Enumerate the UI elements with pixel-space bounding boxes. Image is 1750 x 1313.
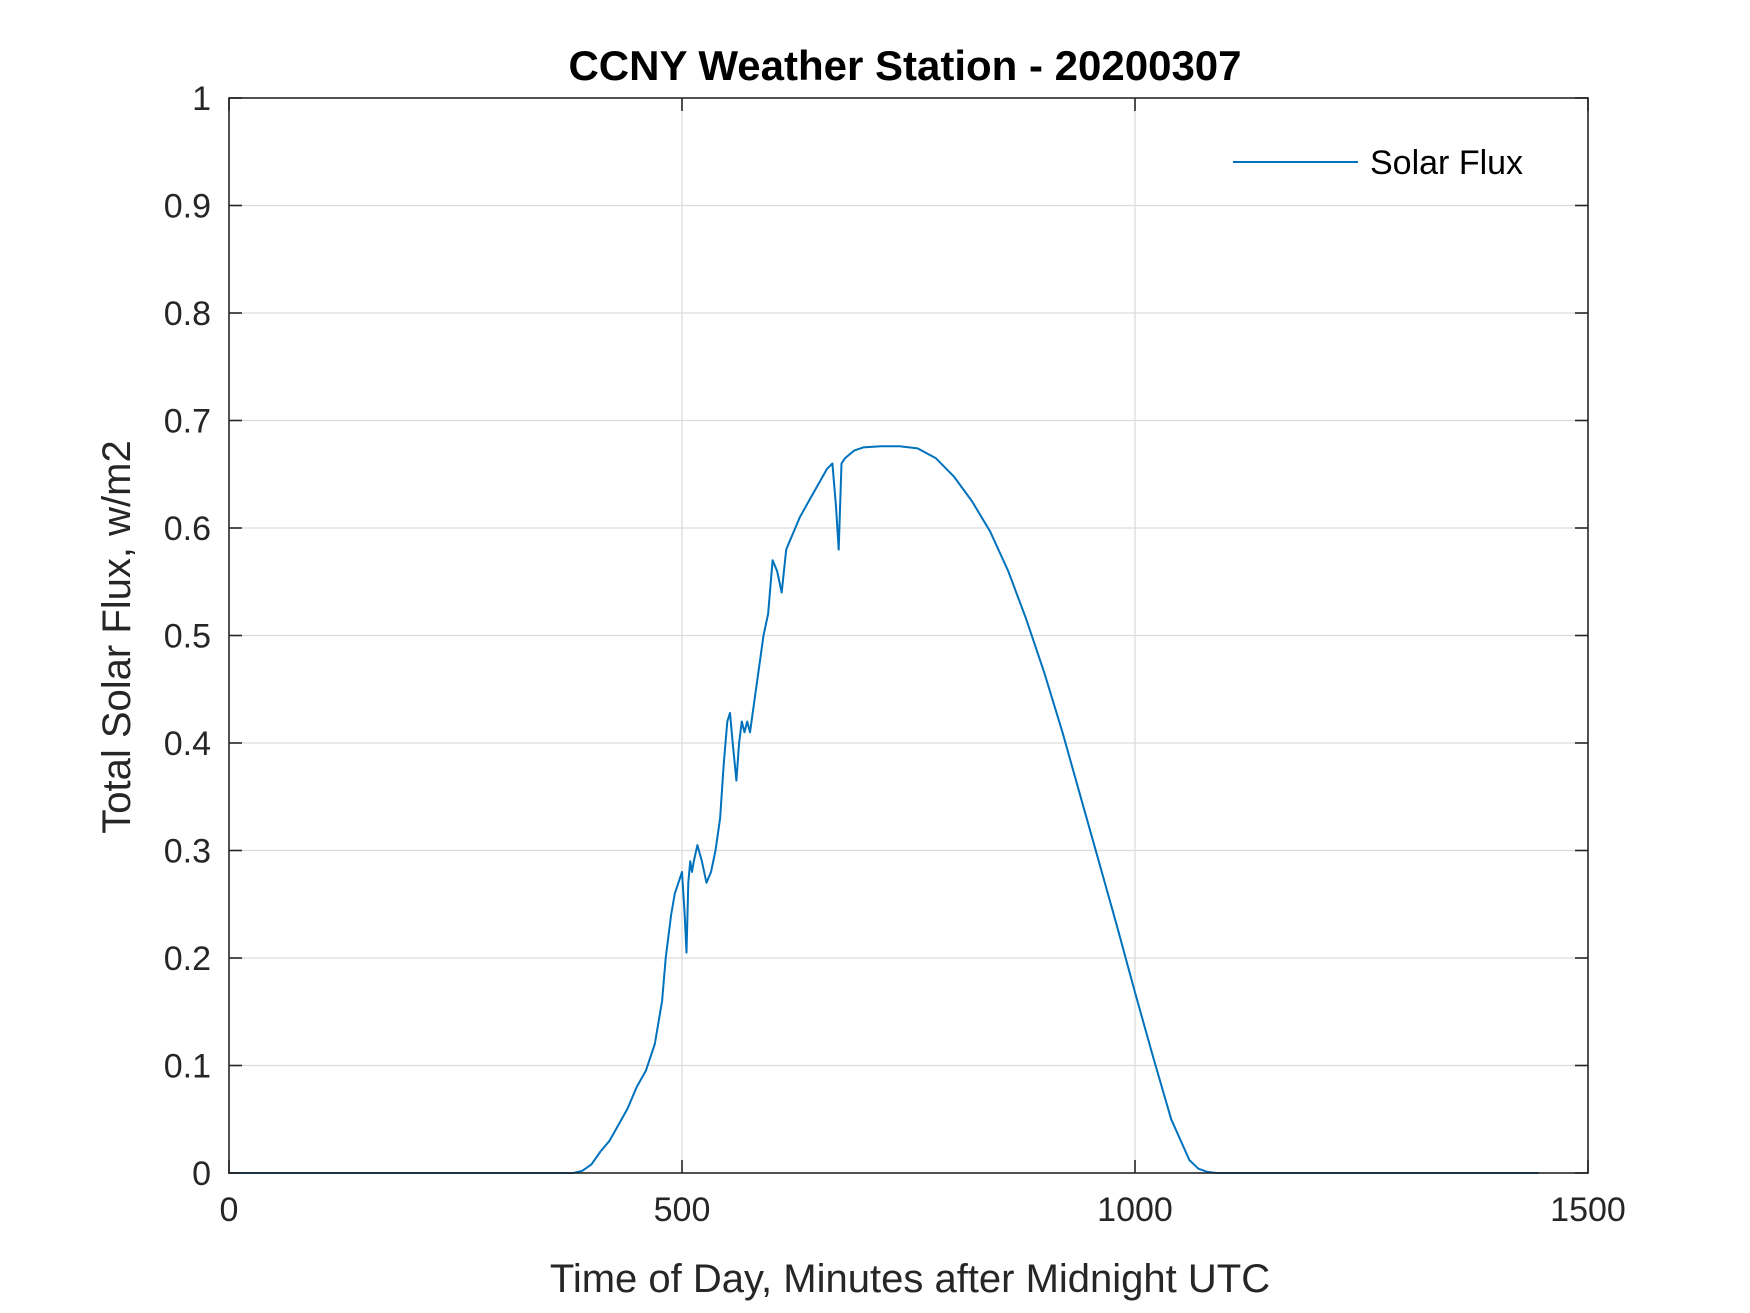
x-tick-label: 1500	[1550, 1191, 1626, 1229]
y-tick-label: 0.8	[164, 295, 211, 333]
y-tick-label: 0.7	[164, 403, 211, 441]
legend: Solar Flux	[1233, 144, 1523, 182]
x-tick-label: 0	[220, 1191, 239, 1229]
x-tick-label: 1000	[1097, 1191, 1173, 1229]
y-tick-label: 0.9	[164, 188, 211, 226]
x-axis-label: Time of Day, Minutes after Midnight UTC	[550, 1257, 1270, 1301]
grid-lines	[229, 98, 1588, 1173]
y-tick-label: 0.3	[164, 833, 211, 871]
y-tick-label: 0.2	[164, 940, 211, 978]
y-tick-label: 0.6	[164, 510, 211, 548]
y-axis-label: Total Solar Flux, w/m2	[95, 440, 139, 833]
tick-marks	[228, 97, 1589, 1174]
legend-label-solar-flux: Solar Flux	[1370, 144, 1523, 182]
y-tick-label: 0.1	[164, 1048, 211, 1086]
y-tick-label: 0.5	[164, 618, 211, 656]
y-tick-label: 0	[192, 1155, 211, 1193]
y-tick-label: 1	[192, 80, 211, 118]
series-line-solar-flux	[228, 445, 1540, 1174]
x-tick-labels: 0 500 1000 1500	[220, 1191, 1626, 1229]
chart-title: CCNY Weather Station - 20200307	[568, 42, 1241, 89]
x-tick-label: 500	[654, 1191, 711, 1229]
y-tick-label: 0.4	[164, 725, 211, 763]
series-layer	[228, 445, 1540, 1174]
y-tick-labels: 0 0.1 0.2 0.3 0.4 0.5 0.6 0.7 0.8 0.9 1	[164, 80, 211, 1193]
